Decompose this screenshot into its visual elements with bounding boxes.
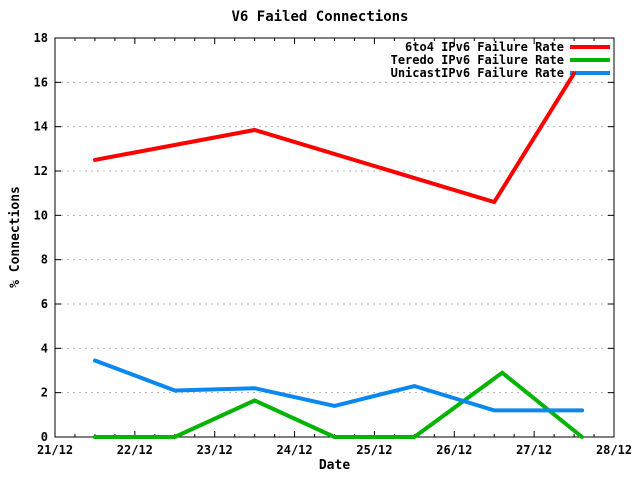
legend-entry-label: Teredo IPv6 Failure Rate [391, 53, 564, 67]
x-axis-title: Date [318, 458, 351, 473]
x-tick-label: 23/12 [197, 443, 233, 457]
y-tick-label: 18 [34, 31, 48, 45]
y-tick-label: 12 [34, 164, 48, 178]
legend-entry-label: 6to4 IPv6 Failure Rate [405, 40, 564, 54]
y-tick-label: 2 [41, 386, 48, 400]
series-line-6to4 [92, 71, 577, 205]
chart-title: V6 Failed Connections [231, 9, 409, 25]
legend-entry-label: UnicastIPv6 Failure Rate [391, 66, 564, 80]
y-tick-label: 10 [34, 208, 48, 222]
y-tick-label: 0 [41, 430, 48, 444]
y-tick-label: 4 [41, 341, 48, 355]
x-tick-label: 26/12 [436, 443, 472, 457]
y-tick-label: 14 [34, 120, 48, 134]
x-tick-label: 28/12 [596, 443, 632, 457]
y-tick-label: 8 [41, 253, 48, 267]
x-tick-label: 24/12 [277, 443, 313, 457]
x-tick-label: 25/12 [356, 443, 392, 457]
series-line-unicastipv6 [92, 358, 585, 413]
x-tick-label: 22/12 [117, 443, 153, 457]
series-line-teredo [92, 370, 585, 439]
y-tick-label: 16 [34, 75, 48, 89]
x-tick-label: 21/12 [37, 443, 73, 457]
y-tick-label: 6 [41, 297, 48, 311]
x-tick-label: 27/12 [516, 443, 552, 457]
